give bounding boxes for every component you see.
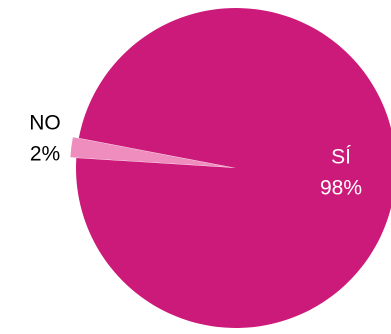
slice-value-label: 98%	[320, 177, 362, 200]
slice-category-label: SÍ	[331, 146, 351, 169]
pie-slice	[76, 8, 391, 328]
slice-category-label: NO	[29, 112, 61, 135]
pie-slice	[70, 137, 231, 168]
slice-value-label: 2%	[30, 143, 60, 166]
